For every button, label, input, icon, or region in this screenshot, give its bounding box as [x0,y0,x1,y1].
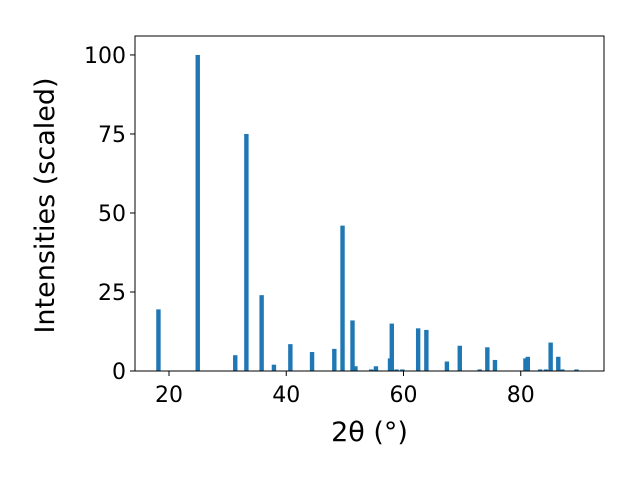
bar [369,369,374,371]
plot-frame [134,35,605,372]
y-tick-label: 50 [98,202,126,227]
bar [156,309,161,371]
bars-group [156,54,579,372]
bar [485,347,490,371]
y-tick-label: 75 [98,123,126,148]
y-axis: 0 25 50 75 100 [84,44,135,385]
x-tick-label: 60 [390,383,418,408]
bar [574,369,579,371]
bar [271,364,277,371]
bar [543,369,549,371]
bar [353,366,358,371]
bar [350,320,355,371]
bar [415,328,421,371]
bar [560,369,565,371]
bar [477,369,482,371]
x-tick-label: 80 [507,383,535,408]
bar [309,352,315,371]
x-tick-label: 40 [272,383,300,408]
x-tick-label: 20 [155,383,183,408]
y-tick-label: 100 [84,44,126,69]
bar [444,361,450,371]
bar [259,295,264,371]
bar [548,342,553,371]
bar [523,358,528,371]
bar [537,369,543,371]
x-axis: 20 40 60 80 [155,371,535,408]
bar [394,369,399,371]
bar [457,345,462,371]
bar [244,133,249,371]
bar [389,323,394,371]
bar [373,366,379,371]
y-tick-label: 25 [98,281,126,306]
bar [525,356,530,371]
bar [424,329,429,371]
y-axis-label: Intensities (scaled) [30,77,61,333]
bar [288,344,293,371]
bar [400,369,405,371]
x-axis-label: 2θ (°) [331,417,408,448]
bar [340,225,345,371]
y-tick-label: 0 [112,360,126,385]
bar [233,355,238,371]
bar [332,348,337,371]
bar [556,356,561,371]
bar [492,359,498,371]
bar [195,54,200,372]
